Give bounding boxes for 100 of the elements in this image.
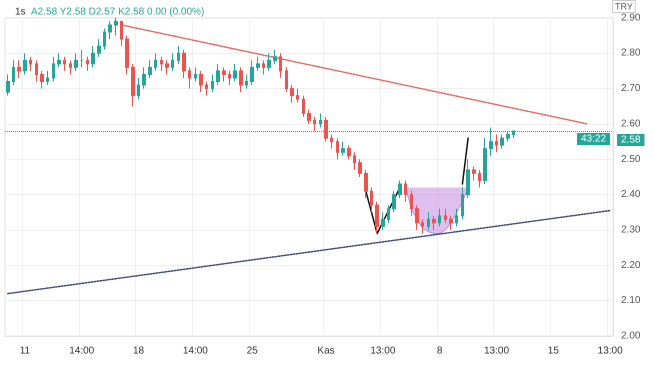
x-tick-label: 14:00 (182, 346, 208, 356)
candlestick (370, 187, 373, 213)
y-tick-label: 2.60 (621, 118, 641, 130)
x-tick-label: 11 (20, 346, 31, 356)
candlestick (279, 52, 282, 78)
candlestick (80, 49, 83, 68)
candlestick (188, 66, 191, 90)
y-tick-label: 2.50 (621, 154, 641, 165)
candlestick (142, 66, 146, 90)
candlestick (358, 158, 362, 178)
candlestick (120, 20, 123, 47)
candlestick (267, 52, 271, 72)
y-tick-label: 2.70 (621, 83, 641, 94)
candlestick (461, 187, 464, 220)
candlestick (74, 52, 78, 72)
candlestick (404, 180, 407, 202)
candlestick (177, 46, 180, 64)
candlestick (341, 141, 345, 156)
candlestick (40, 70, 44, 90)
candlestick (415, 204, 419, 230)
x-tick-label: 8 (436, 346, 443, 356)
candlestick (307, 109, 311, 124)
candlestick (97, 38, 101, 58)
y-tick-label: 2.20 (621, 260, 641, 271)
candlestick (302, 95, 305, 118)
candlestick (182, 49, 186, 78)
candlestick (455, 208, 458, 227)
candlestick (63, 56, 66, 72)
candlestick (171, 52, 174, 72)
candlestick (256, 56, 260, 72)
candlestick (296, 88, 299, 104)
candlestick (222, 66, 226, 82)
candlestick (495, 134, 498, 153)
candlestick (245, 74, 248, 90)
y-tick-label: 2.30 (621, 224, 641, 236)
candlestick (392, 190, 396, 213)
candlestick (6, 74, 10, 96)
candlestick (290, 84, 294, 104)
candlestick (86, 56, 89, 72)
candlestick (103, 28, 106, 50)
candlestick (381, 212, 385, 230)
candlestick (353, 152, 356, 170)
candlestick (347, 144, 351, 160)
x-tick-label: 13:00 (484, 346, 510, 356)
candlestick (148, 60, 152, 78)
candlestick (466, 158, 470, 199)
candlestick (108, 20, 112, 40)
ref-line-label: 2.58 (621, 134, 641, 146)
y-tick-label: 2.90 (621, 12, 641, 24)
x-tick-label: 25 (246, 346, 258, 356)
candlestick (239, 66, 243, 93)
candlestick (313, 116, 316, 132)
candlestick (319, 112, 322, 128)
candlestick (137, 77, 140, 100)
candlestick (387, 204, 390, 224)
y-axis-title: TRY (615, 2, 633, 12)
candlestick (52, 56, 55, 82)
candlestick (330, 134, 333, 150)
candlestick (410, 190, 413, 216)
candlestick (199, 70, 203, 93)
candlestick (12, 60, 15, 86)
candlestick (228, 70, 231, 86)
candlestick (478, 169, 481, 188)
x-tick-label: 18 (132, 346, 145, 356)
chart-title: 1s (15, 6, 26, 18)
candlestick (324, 116, 328, 142)
x-tick-label: 13:00 (598, 346, 624, 356)
candlestick (432, 215, 436, 230)
candlestick (17, 60, 21, 78)
x-tick-label: Kas (317, 346, 335, 356)
candlestick (250, 60, 254, 86)
candlestick (114, 17, 118, 36)
candlestick (398, 180, 402, 199)
candlestick (131, 63, 135, 107)
candlestick (205, 81, 208, 96)
x-tick-label: 14:00 (69, 346, 95, 356)
candlestick (211, 74, 214, 93)
candlestick (500, 134, 504, 150)
candlestick (35, 60, 38, 82)
candlestick (421, 218, 424, 234)
candlestick (216, 63, 220, 86)
candlestick (273, 49, 277, 64)
y-tick-label: 2.10 (621, 295, 641, 306)
candlestick (69, 60, 72, 75)
candlestick (57, 52, 61, 68)
candlestick (160, 56, 163, 72)
chart-subtitle: A2.58 Y2.58 D2.57 K2.58 0.00 (0.00%) (31, 6, 204, 18)
annotation: 43:22 (580, 134, 606, 144)
candlestick (23, 52, 27, 75)
x-tick-label: 13:00 (370, 346, 396, 356)
candlestick (285, 66, 288, 93)
candlestick (91, 46, 95, 68)
x-tick-label: 15 (548, 346, 560, 356)
y-tick-label: 2.00 (621, 330, 641, 342)
candlestick (438, 208, 441, 227)
candlestick (375, 201, 379, 234)
candlestick (154, 52, 157, 72)
y-tick-label: 2.80 (621, 48, 641, 59)
candlestick (449, 215, 453, 230)
candlestick (444, 208, 447, 224)
